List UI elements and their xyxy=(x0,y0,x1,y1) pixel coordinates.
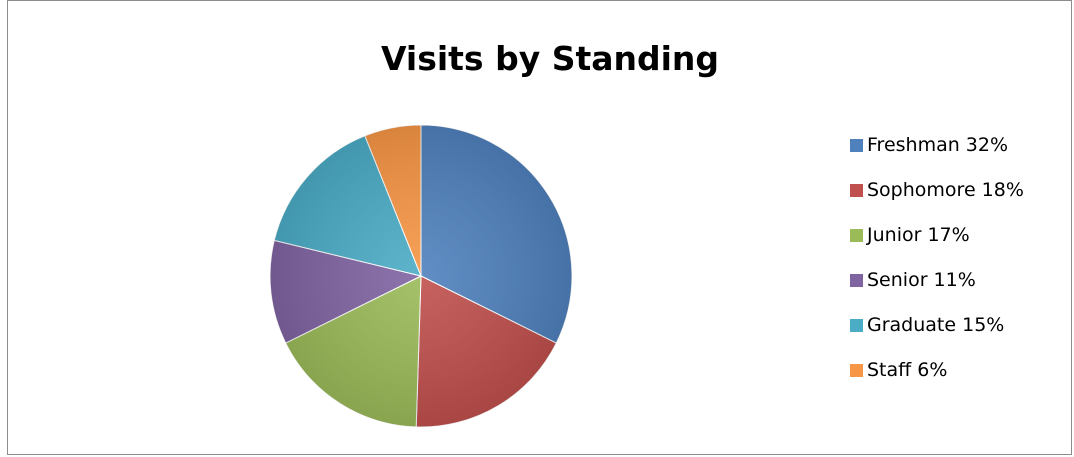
legend-item-staff: Staff 6% xyxy=(850,358,947,382)
legend-swatch xyxy=(850,273,863,287)
legend-label: Graduate 15% xyxy=(867,314,1005,336)
legend-swatch xyxy=(850,183,863,197)
legend-label: Staff 6% xyxy=(867,359,948,381)
legend-swatch xyxy=(850,318,863,332)
legend-swatch xyxy=(850,228,863,242)
chart-title: Visits by Standing xyxy=(380,39,720,78)
legend-swatch xyxy=(850,138,863,152)
legend-item-senior: Senior 11% xyxy=(850,268,976,292)
legend-swatch xyxy=(850,363,863,377)
legend-item-sophomore: Sophomore 18% xyxy=(850,178,1024,202)
legend-label: Senior 11% xyxy=(867,269,976,291)
legend-label: Freshman 32% xyxy=(867,134,1009,156)
legend-item-freshman: Freshman 32% xyxy=(850,133,1008,157)
legend-label: Sophomore 18% xyxy=(867,179,1024,201)
pie-shading xyxy=(270,125,572,427)
legend-item-junior: Junior 17% xyxy=(850,223,970,247)
legend-item-graduate: Graduate 15% xyxy=(850,313,1004,337)
legend-label: Junior 17% xyxy=(867,224,970,246)
